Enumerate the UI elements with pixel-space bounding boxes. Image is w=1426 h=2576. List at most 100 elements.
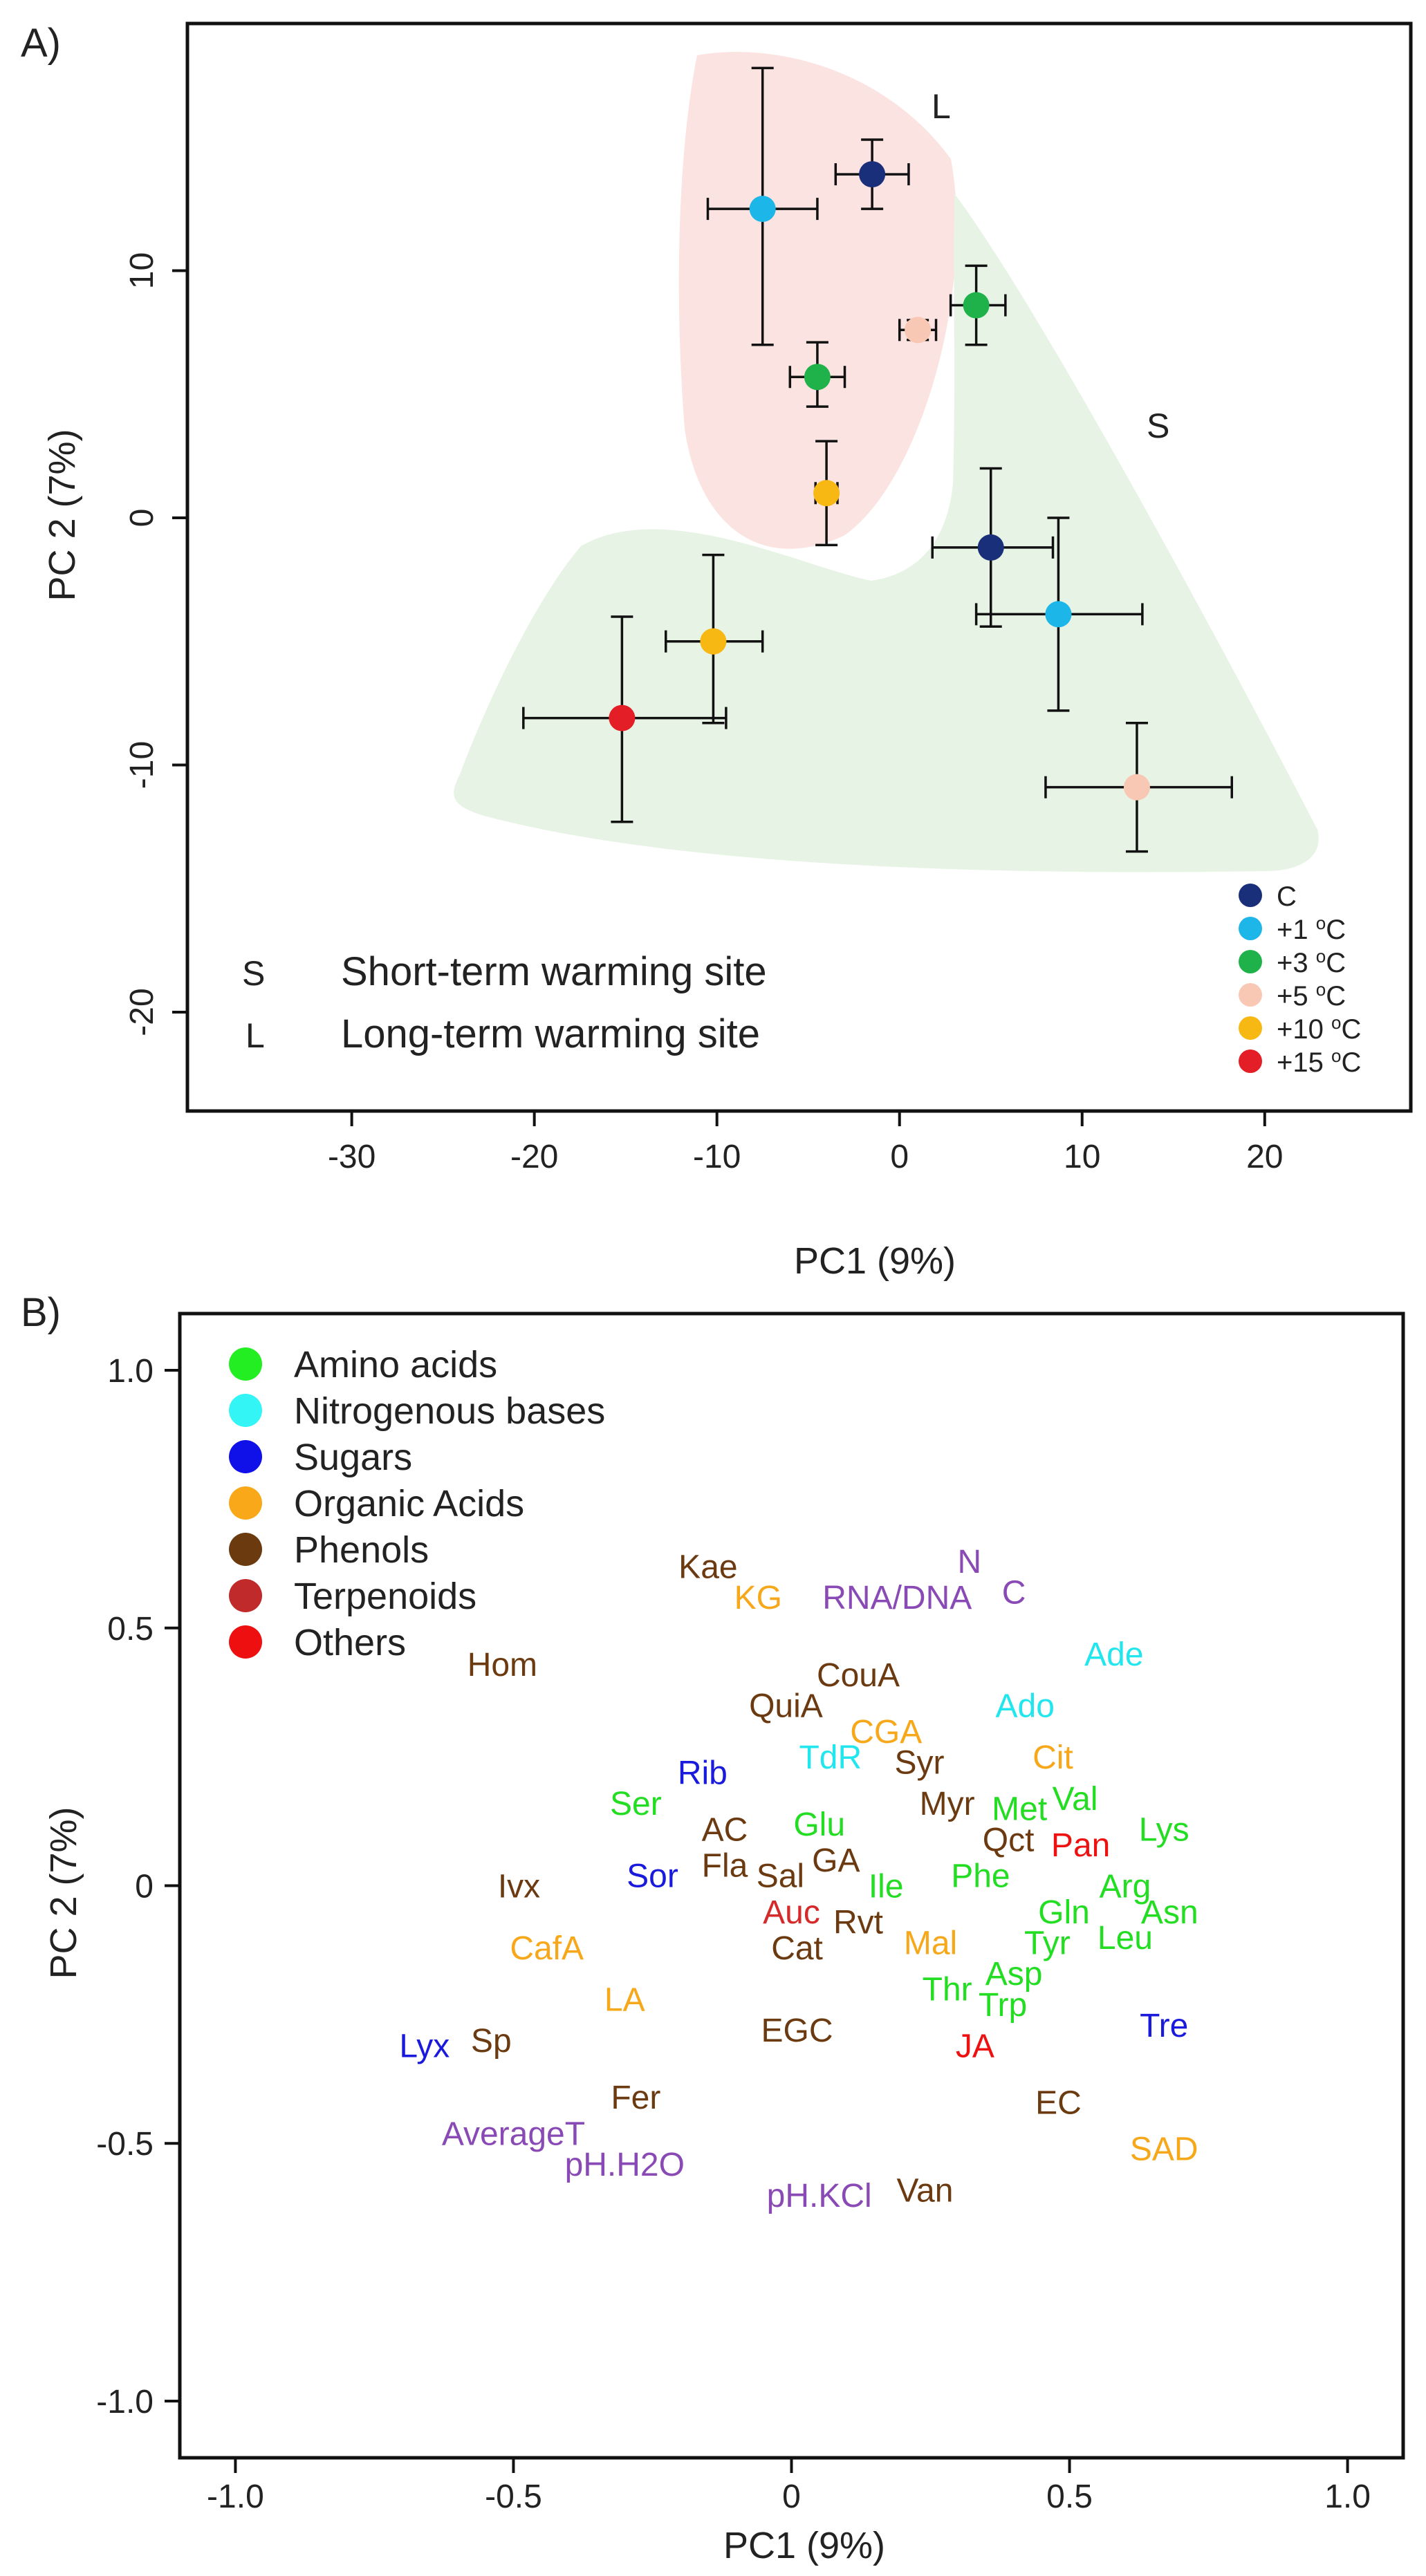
variable-label: Fer [611, 2080, 660, 2116]
legend-swatch [229, 1579, 262, 1612]
data-point-S-9 [1044, 721, 1234, 853]
axes: -30 -20 -10 0 10 20 -20 -10 0 10 [124, 252, 1283, 1175]
point-marker [977, 534, 1004, 561]
x-tick-label: 0 [782, 2479, 801, 2515]
region-short-term [454, 194, 1319, 872]
treatment-legend-item: C [1239, 881, 1297, 912]
category-legend-item: Others [229, 1622, 406, 1663]
variable-label: CafA [510, 1930, 584, 1967]
variable-label: Mal [904, 1925, 957, 1962]
panel-b: B) -1.0 -0.5 0 0.5 1.0 -1.0 -0.5 0 0.5 1.0 Amino … [21, 1290, 1405, 2566]
variable-label: Arg [1100, 1869, 1151, 1905]
panel-a-letter: A) [21, 21, 61, 66]
y-axis-label: PC 2 (7%) [41, 429, 83, 601]
point-marker [1045, 601, 1072, 628]
variable-label: Ade [1084, 1636, 1143, 1673]
category-legend-item: Phenols [229, 1529, 429, 1571]
x-tick-label: -10 [693, 1139, 741, 1175]
category-legend-item: Terpenoids [229, 1576, 476, 1617]
variable-label: Rvt [833, 1905, 883, 1941]
x-tick-label: -20 [510, 1139, 558, 1175]
legend-swatch [1239, 1049, 1262, 1073]
y-tick-label: 0.5 [107, 1611, 154, 1648]
x-tick-label: 0 [890, 1139, 909, 1175]
x-tick-label: 20 [1246, 1139, 1283, 1175]
variable-label: QuiA [749, 1688, 823, 1725]
variable-label: Trp [979, 1987, 1027, 2024]
point-marker [859, 161, 886, 188]
x-tick-label: -0.5 [485, 2479, 542, 2515]
variable-label: Met [992, 1791, 1047, 1828]
legend-swatch [229, 1440, 262, 1473]
x-tick-label: -30 [328, 1139, 376, 1175]
data-point-S-7 [974, 516, 1144, 712]
point-marker [905, 317, 932, 344]
y-tick-label: -10 [124, 741, 160, 789]
variable-label: Lys [1139, 1811, 1189, 1848]
variable-label: Asp [985, 1956, 1043, 1992]
x-tick-label: 10 [1064, 1139, 1100, 1175]
variable-label: AverageT [442, 2116, 585, 2152]
category-legend-item: Organic Acids [229, 1483, 524, 1524]
plot-frame [185, 21, 1413, 1113]
x-tick-label: 0.5 [1046, 2479, 1093, 2515]
treatment-legend-item: +10 oC [1239, 1012, 1361, 1045]
variable-label: Van [897, 2172, 954, 2209]
point-marker [813, 480, 840, 507]
variable-label: pH.H2O [565, 2147, 685, 2183]
x-tick-label: -1.0 [207, 2479, 264, 2515]
variable-label: Thr [923, 1972, 972, 2008]
y-tick-label: 10 [124, 252, 160, 289]
variable-label: Tre [1140, 2008, 1188, 2044]
treatment-legend-item: +3 oC [1239, 946, 1346, 978]
variable-label: Rib [678, 1755, 728, 1791]
legend-swatch [1239, 950, 1262, 973]
data-point-S-11 [522, 615, 728, 823]
category-legend: Amino acids Nitrogenous bases Sugars Organi… [229, 1344, 605, 1663]
legend-label: Nitrogenous bases [294, 1390, 605, 1432]
variable-label: GA [812, 1842, 860, 1879]
x-tick-label: 1.0 [1324, 2479, 1371, 2515]
variable-label: Sor [627, 1858, 678, 1895]
category-legend-item: Nitrogenous bases [229, 1390, 605, 1432]
variable-label: Kae [678, 1549, 737, 1585]
variable-label: Lyx [399, 2028, 450, 2065]
legend-label: +1 oC [1277, 913, 1346, 945]
y-tick-label: 1.0 [107, 1353, 154, 1390]
site-legend-long: L Long-term warming site [246, 1011, 760, 1056]
variable-label: pH.KCl [767, 2178, 872, 2214]
variable-label: Sp [471, 2023, 512, 2060]
legend-label: C [1277, 881, 1297, 912]
x-axis-label: PC1 (9%) [723, 2525, 885, 2566]
point-marker [749, 196, 776, 223]
site-legend-short-text: Short-term warming site [341, 949, 767, 994]
variable-label: Phe [951, 1858, 1010, 1895]
variable-label: Cat [771, 1930, 823, 1967]
category-legend-item: Amino acids [229, 1344, 497, 1385]
variable-label: Syr [894, 1745, 944, 1782]
legend-label: +10 oC [1277, 1012, 1361, 1045]
data-point-L-4 [898, 317, 938, 344]
site-legend: S Short-term warming site L Long-term wa… [242, 949, 767, 1056]
legend-swatch [229, 1533, 262, 1566]
legend-label: Phenols [294, 1529, 429, 1571]
legend-label: Sugars [294, 1437, 412, 1478]
variable-label: Glu [793, 1807, 845, 1843]
legend-swatch [1239, 884, 1262, 907]
legend-swatch [229, 1347, 262, 1381]
y-tick-label: -0.5 [96, 2126, 154, 2163]
legend-label: +15 oC [1277, 1045, 1361, 1078]
variable-label: Pan [1051, 1827, 1110, 1864]
variable-label: Val [1053, 1781, 1098, 1818]
treatment-legend-item: +15 oC [1239, 1045, 1361, 1078]
variable-label: LA [604, 1982, 645, 2019]
panel-b-letter: B) [21, 1290, 61, 1335]
variable-label: Hom [467, 1647, 537, 1683]
y-tick-label: 0 [124, 509, 160, 528]
region-short-term-label: S [1147, 407, 1169, 445]
variable-label: SAD [1130, 2131, 1198, 2168]
site-legend-short-symbol: S [242, 954, 265, 993]
point-layer [522, 66, 1234, 853]
